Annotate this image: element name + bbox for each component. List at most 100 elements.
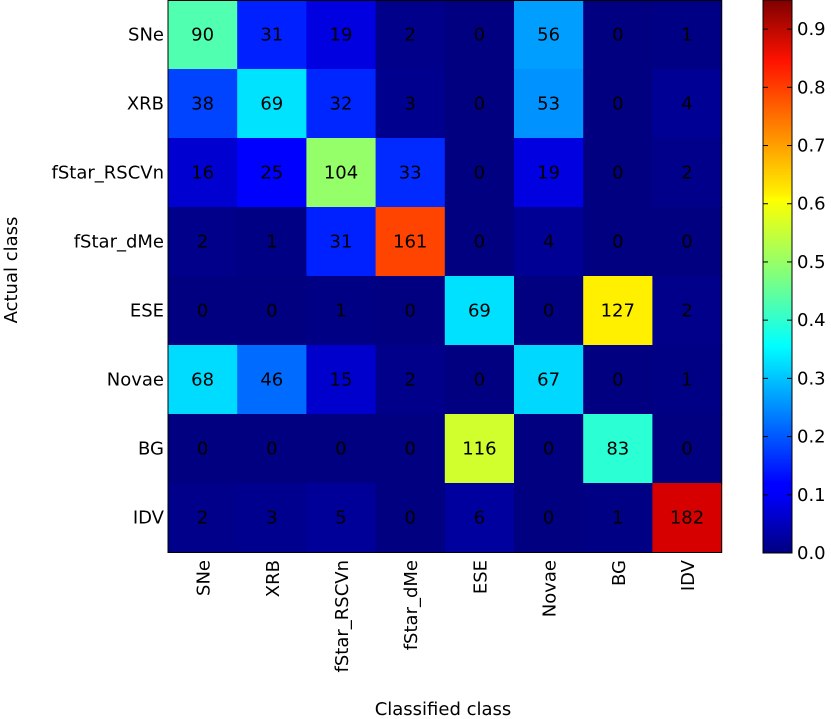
cell-value-label: 1 (335, 301, 346, 322)
cell-value-label: 0 (474, 163, 485, 184)
heatmap-cell (168, 207, 238, 277)
colorbar-tick-label: 0.2 (797, 427, 826, 448)
heatmap-cell (168, 345, 238, 415)
cell-value-label: 90 (191, 25, 214, 46)
heatmap-cell (168, 483, 238, 553)
cell-value-label: 0 (543, 301, 554, 322)
heatmap-cell (583, 414, 653, 484)
heatmap-cell (652, 207, 723, 277)
heatmap-cell (583, 69, 653, 139)
heatmap-cell (168, 276, 238, 346)
cell-value-label: 1 (612, 508, 623, 529)
y-tick-label: SNe (128, 25, 164, 46)
x-tick-label: ESE (470, 560, 491, 594)
heatmap-cell (237, 276, 307, 346)
cell-value-label: 2 (681, 163, 692, 184)
cell-value-label: 0 (543, 439, 554, 460)
heatmap-cell (168, 0, 238, 70)
heatmap-cell (514, 414, 584, 484)
heatmap-cell (444, 207, 515, 277)
cell-value-label: 2 (197, 232, 208, 253)
cell-value-labels: 90 31 19 2 0 56 0 138 69 32 3 0 53 0 416 25 104 33 0 19 0 22 1… (191, 25, 704, 529)
colorbar-tick-label: 0.1 (797, 485, 826, 506)
cell-value-label: 3 (266, 508, 277, 529)
cell-value-label: 182 (670, 508, 704, 529)
x-tick-label: IDV (678, 559, 699, 591)
cell-value-label: 67 (537, 370, 560, 391)
cell-value-label: 31 (330, 232, 353, 253)
heatmap-cell (306, 276, 377, 346)
colorbar-tick-label: 0.5 (797, 252, 826, 273)
cell-value-label: 0 (612, 232, 623, 253)
heatmap-cell (237, 69, 307, 139)
cell-value-label: 0 (197, 301, 208, 322)
colorbar-ticks: 0.0 0.1 0.2 0.3 0.4 0.5 0.6 0.7 0.8 0.9 (763, 19, 826, 564)
colorbar (762, 0, 793, 554)
heatmap-cell (237, 0, 307, 70)
y-tick-label: fStar_dMe (74, 232, 164, 253)
cell-value-label: 3 (404, 94, 415, 115)
x-tick-label: SNe (194, 560, 215, 596)
cell-value-label: 0 (612, 370, 623, 391)
cell-value-label: 4 (543, 232, 554, 253)
cell-value-label: 31 (260, 25, 283, 46)
cell-value-label: 25 (260, 163, 283, 184)
heatmap-cell (514, 276, 584, 346)
cell-value-label: 15 (330, 370, 353, 391)
cell-value-label: 2 (404, 370, 415, 391)
heatmap-cell (306, 69, 377, 139)
heatmap-cell (583, 0, 653, 70)
heatmap-cell (237, 483, 307, 553)
cell-value-label: 53 (537, 94, 560, 115)
heatmap-cell (583, 138, 653, 208)
heatmap-cell (444, 345, 515, 415)
cell-value-label: 0 (681, 232, 692, 253)
heatmap-cell (375, 0, 446, 70)
cell-value-label: 0 (612, 163, 623, 184)
heatmap-cell (168, 69, 238, 139)
colorbar-tick-label: 0.3 (797, 368, 826, 389)
heatmap-cell (306, 138, 377, 208)
x-tick-labels: SNe XRB fStar_RSCVn fStar_dMe ESE Novae BG IDV (194, 559, 699, 672)
heatmap-cell (444, 483, 515, 553)
cell-value-label: 69 (260, 94, 283, 115)
heatmap-cell (652, 0, 723, 70)
heatmap-cell (514, 345, 584, 415)
colorbar-tick-label: 0.0 (797, 543, 826, 564)
y-tick-label: BG (138, 439, 164, 460)
y-tick-label: fStar_RSCVn (52, 163, 164, 184)
cell-value-label: 5 (335, 508, 346, 529)
heatmap-cell (444, 276, 515, 346)
cell-value-label: 2 (404, 25, 415, 46)
cell-value-label: 2 (197, 508, 208, 529)
cell-value-label: 1 (681, 370, 692, 391)
cell-value-label: 1 (681, 25, 692, 46)
heatmap-cell (375, 207, 446, 277)
y-tick-label: Novae (107, 370, 164, 391)
heatmap-cell (306, 0, 377, 70)
cell-value-label: 0 (543, 508, 554, 529)
cell-value-label: 0 (266, 439, 277, 460)
cell-value-label: 38 (191, 94, 214, 115)
heatmap-cell (514, 69, 584, 139)
cell-value-label: 56 (537, 25, 560, 46)
cell-value-label: 6 (474, 508, 485, 529)
cell-value-label: 68 (191, 370, 214, 391)
heatmap-cell (583, 207, 653, 277)
heatmap-cell (306, 207, 377, 277)
cell-value-label: 161 (393, 232, 427, 253)
heatmap-cell (444, 138, 515, 208)
cell-value-label: 1 (266, 232, 277, 253)
heatmap-cell (375, 345, 446, 415)
heatmap-cell (514, 483, 584, 553)
cell-value-label: 0 (612, 25, 623, 46)
cell-value-label: 16 (191, 163, 214, 184)
heatmap-cell (306, 345, 377, 415)
cell-value-label: 104 (324, 163, 358, 184)
x-tick-label: fStar_dMe (401, 560, 422, 650)
x-tick-label: Novae (540, 560, 561, 617)
heatmap-cell (444, 414, 515, 484)
heatmap-cell (168, 414, 238, 484)
cell-value-label: 46 (260, 370, 283, 391)
